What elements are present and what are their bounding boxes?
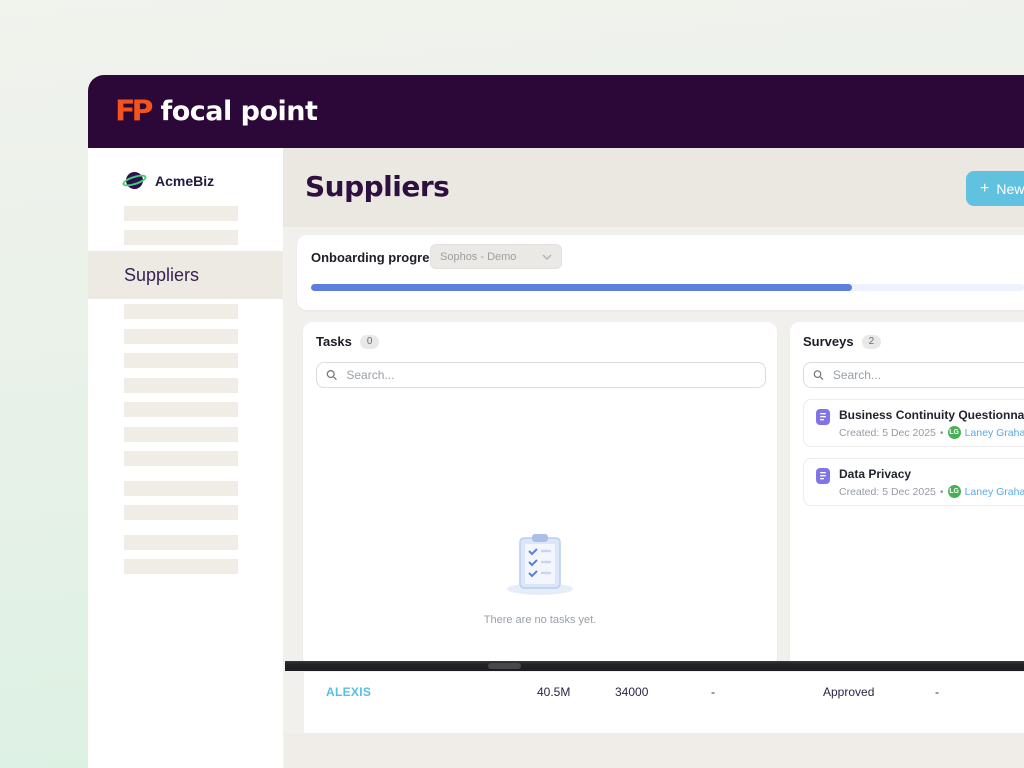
owner-avatar: LG <box>947 426 961 439</box>
survey-created: Created: 5 Dec 2025 <box>839 485 936 498</box>
sidebar-item-label: Suppliers <box>124 264 200 285</box>
row-cell-employees: 34000 <box>615 685 649 699</box>
owner-name-link[interactable]: Laney Graham <box>964 485 1024 498</box>
onboarding-progress-label: Onboarding progress <box>311 250 444 265</box>
org-name: AcmeBiz <box>155 172 215 189</box>
tasks-empty-message: There are no tasks yet. <box>483 614 597 626</box>
sidebar-skeleton-item <box>124 230 238 245</box>
survey-meta: Created: 5 Dec 2025 • LG Laney Graham <box>839 426 1024 439</box>
tasks-search[interactable] <box>316 362 766 388</box>
tasks-count-badge: 0 <box>359 334 380 349</box>
search-icon <box>813 370 824 380</box>
row-cell-dash: - <box>935 685 939 699</box>
row-cell-revenue: 40.5M <box>537 685 571 699</box>
meta-separator: • <box>939 485 944 498</box>
survey-item[interactable]: Business Continuity Questionnaire Create… <box>803 399 1024 447</box>
sidebar-skeleton-item <box>124 329 238 344</box>
logo-fp-monogram-icon: FP <box>115 94 154 129</box>
clipboard-illustration-icon <box>507 534 573 595</box>
sidebar-skeleton-item <box>124 481 238 496</box>
survey-document-icon <box>816 409 830 425</box>
owner-name-link[interactable]: Laney Graham <box>964 426 1024 439</box>
tasks-search-input[interactable] <box>344 367 756 383</box>
tasks-title: Tasks <box>316 334 352 349</box>
sidebar-skeleton-item <box>124 427 238 442</box>
sidebar: AcmeBiz Suppliers <box>88 148 283 768</box>
sidebar-skeleton-item <box>124 535 238 550</box>
survey-meta: Created: 5 Dec 2025 • LG Laney Graham <box>839 485 1024 498</box>
row-cell-name[interactable]: ALEXIS <box>326 685 372 699</box>
surveys-title: Surveys <box>803 334 854 349</box>
supplier-select-dropdown[interactable]: Sophos - Demo <box>430 244 562 269</box>
sidebar-skeleton-item <box>124 505 238 520</box>
app-header: FP focal point <box>88 75 1024 148</box>
survey-created: Created: 5 Dec 2025 <box>839 426 936 439</box>
org-switcher[interactable]: AcmeBiz <box>121 170 215 191</box>
tasks-card: Tasks 0 There are no tasks yet. <box>303 322 777 662</box>
row-cell-dash: - <box>711 685 715 699</box>
tasks-empty-state: There are no tasks yet. <box>303 532 777 626</box>
planet-logo-icon <box>121 170 148 191</box>
survey-title: Business Continuity Questionnaire <box>839 408 1024 422</box>
onboarding-progress-fill <box>311 284 853 291</box>
onboarding-progress-card: Onboarding progress Sophos - Demo <box>297 235 1024 310</box>
dropdown-selected-value: Sophos - Demo <box>440 250 517 263</box>
surveys-card: Surveys 2 Business Continuity Questionna… <box>790 322 1024 662</box>
sidebar-skeleton-item <box>124 206 238 221</box>
bottom-background-strip <box>285 733 1024 768</box>
sidebar-skeleton-item <box>124 402 238 417</box>
page-title: Suppliers <box>305 170 450 203</box>
sidebar-item-suppliers[interactable]: Suppliers <box>88 251 283 299</box>
onboarding-progress-track <box>311 284 1024 291</box>
sidebar-skeleton-item <box>124 559 238 574</box>
survey-title: Data Privacy <box>839 467 912 481</box>
sidebar-skeleton-item <box>124 451 238 466</box>
sidebar-skeleton-item <box>124 304 238 319</box>
survey-item[interactable]: Data Privacy Created: 5 Dec 2025 • LG La… <box>803 458 1024 506</box>
horizontal-scrollbar[interactable] <box>285 661 1024 671</box>
surveys-search[interactable] <box>803 362 1024 388</box>
row-cell-status: Approved <box>823 685 875 699</box>
survey-document-icon <box>816 468 830 484</box>
search-icon <box>326 370 337 381</box>
sidebar-skeleton-item <box>124 353 238 368</box>
focal-point-logo: FP focal point <box>115 94 318 129</box>
owner-avatar: LG <box>947 485 961 498</box>
new-supplier-button[interactable]: + New <box>966 171 1024 206</box>
new-button-label: New <box>996 180 1024 197</box>
logo-wordmark: focal point <box>160 96 318 127</box>
surveys-count-badge: 2 <box>861 334 882 349</box>
sidebar-skeleton-item <box>124 378 238 393</box>
scrollbar-thumb[interactable] <box>488 663 521 669</box>
page-heading-band <box>283 148 1024 227</box>
surveys-search-input[interactable] <box>830 367 1024 383</box>
plus-icon: + <box>980 179 990 197</box>
chevron-down-icon <box>542 253 552 260</box>
supplier-table-row[interactable]: ALEXIS 40.5M 34000 - Approved - <box>304 672 1024 733</box>
meta-separator: • <box>939 426 944 439</box>
